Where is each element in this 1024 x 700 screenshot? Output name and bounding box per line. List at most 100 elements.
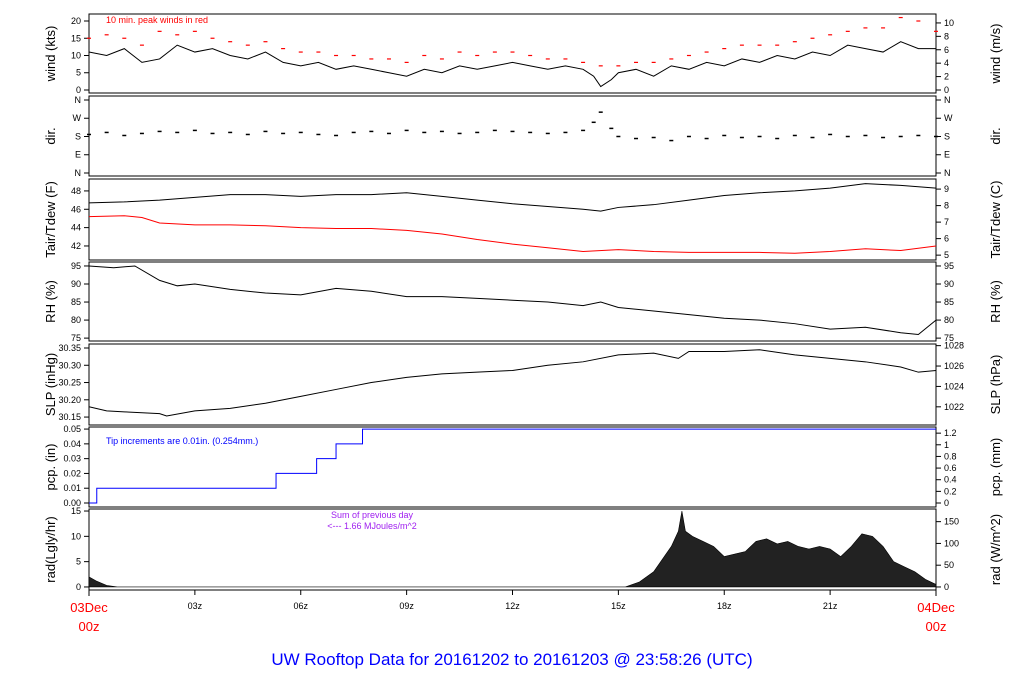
peak-winds-annotation: 10 min. peak winds in red: [106, 15, 208, 25]
wind-wind-line: [88, 41, 936, 88]
temp-right-tick-label: 8: [944, 201, 949, 211]
pcp-right-tick-label: 1: [944, 440, 949, 450]
dir-left-tick-label: N: [75, 95, 82, 105]
dir-left-axis-title: dir.: [43, 127, 58, 144]
temp-left-tick-label: 48: [71, 186, 81, 196]
radiation-sum-value: <--- 1.66 MJoules/m^2: [327, 521, 417, 531]
dir-panel-frame: [88, 95, 937, 177]
wind-left-tick-label: 10: [71, 51, 81, 61]
wind-left-tick-label: 20: [71, 16, 81, 26]
rh-right-tick-label: 90: [944, 279, 954, 289]
temp-left-axis-title: Tair/Tdew (F): [43, 181, 58, 258]
wind-right-tick-label: 8: [944, 31, 949, 41]
wind-left-tick-label: 15: [71, 33, 81, 43]
rad-left-tick-label: 0: [76, 582, 81, 592]
rad-left-tick-label: 5: [76, 557, 81, 567]
pcp-left-tick-label: 0.05: [63, 424, 81, 434]
rad-right-tick-label: 100: [944, 538, 959, 548]
rh-right-tick-label: 85: [944, 297, 954, 307]
x-tick-label: 03z: [188, 601, 203, 611]
rad-left-tick-label: 15: [71, 506, 81, 516]
rh-right-tick-label: 80: [944, 315, 954, 325]
wind-right-tick-label: 6: [944, 45, 949, 55]
rad-right-tick-label: 50: [944, 560, 954, 570]
pcp-right-tick-label: 0.2: [944, 486, 957, 496]
slp-right-tick-label: 1028: [944, 341, 964, 351]
tip-increment-annotation: Tip increments are 0.01in. (0.254mm.): [106, 436, 258, 446]
dir-left-tick-label: S: [75, 131, 81, 141]
x-end-date-label: 04Dec: [917, 600, 955, 615]
dir-right-tick-label: E: [944, 150, 950, 160]
pcp-left-tick-label: 0.02: [63, 468, 81, 478]
wind-left-axis-title: wind (kts): [43, 26, 58, 83]
slp-left-axis-title: SLP (inHg): [43, 353, 58, 416]
slp-right-tick-label: 1026: [944, 361, 964, 371]
slp-slp-line: [88, 349, 937, 417]
temp-panel-frame: [88, 178, 937, 261]
x-tick-label: 09z: [399, 601, 414, 611]
pcp-right-tick-label: 1.2: [944, 428, 957, 438]
rh-left-tick-label: 80: [71, 315, 81, 325]
rh-rh-line: [88, 265, 937, 336]
temp-tair-line: [88, 183, 937, 212]
pcp-right-tick-label: 0.8: [944, 451, 957, 461]
radiation-area: [88, 510, 937, 588]
rad-right-tick-label: 150: [944, 517, 959, 527]
slp-left-tick-label: 30.35: [58, 343, 81, 353]
dir-right-tick-label: S: [944, 131, 950, 141]
wind-right-tick-label: 2: [944, 72, 949, 82]
rh-right-axis-title: RH (%): [988, 280, 1003, 323]
dir-right-tick-label: N: [944, 168, 951, 178]
dir-left-tick-label: E: [75, 150, 81, 160]
pcp-right-tick-label: 0.4: [944, 475, 957, 485]
pcp-right-tick-label: 0.6: [944, 463, 957, 473]
x-end-time-label: 00z: [926, 619, 947, 634]
x-start-date-label: 03Dec: [70, 600, 108, 615]
rh-right-tick-label: 95: [944, 261, 954, 271]
wind-left-tick-label: 0: [76, 85, 81, 95]
radiation-sum-label: Sum of previous day: [331, 510, 414, 520]
dir-right-tick-label: N: [944, 95, 951, 105]
pcp-cumulative-precip-line: [89, 428, 936, 504]
temp-right-tick-label: 7: [944, 217, 949, 227]
slp-right-axis-title: SLP (hPa): [988, 355, 1003, 415]
temp-right-tick-label: 6: [944, 234, 949, 244]
slp-right-tick-label: 1024: [944, 381, 964, 391]
pcp-left-tick-label: 0.01: [63, 483, 81, 493]
wind-right-tick-label: 4: [944, 58, 949, 68]
rad-right-axis-title: rad (W/m^2): [988, 514, 1003, 585]
rh-left-tick-label: 90: [71, 279, 81, 289]
rad-right-tick-label: 0: [944, 582, 949, 592]
x-tick-label: 21z: [823, 601, 838, 611]
temp-right-tick-label: 5: [944, 250, 949, 260]
x-tick-label: 12z: [505, 601, 520, 611]
wind-right-axis-title: wind (m/s): [988, 24, 1003, 85]
wind-right-tick-label: 10: [944, 18, 954, 28]
pcp-right-axis-title: pcp. (mm): [988, 438, 1003, 497]
dir-left-tick-label: W: [73, 113, 82, 123]
temp-left-tick-label: 42: [71, 241, 81, 251]
slp-left-tick-label: 30.20: [58, 395, 81, 405]
wind-left-tick-label: 5: [76, 68, 81, 78]
pcp-left-tick-label: 0.03: [63, 454, 81, 464]
pcp-left-axis-title: pcp. (in): [43, 444, 58, 491]
rh-left-tick-label: 95: [71, 261, 81, 271]
dir-right-axis-title: dir.: [988, 127, 1003, 144]
rh-left-tick-label: 85: [71, 297, 81, 307]
chart-title: UW Rooftop Data for 20161202 to 20161203…: [271, 650, 753, 669]
rad-left-axis-title: rad(Lgly/hr): [43, 516, 58, 582]
pcp-right-tick-label: 0: [944, 498, 949, 508]
x-tick-label: 18z: [717, 601, 732, 611]
pcp-left-tick-label: 0.00: [63, 498, 81, 508]
x-tick-label: 15z: [611, 601, 626, 611]
rh-right-tick-label: 75: [944, 333, 954, 343]
temp-left-tick-label: 46: [71, 204, 81, 214]
x-start-time-label: 00z: [79, 619, 100, 634]
temp-left-tick-label: 44: [71, 223, 81, 233]
slp-left-tick-label: 30.30: [58, 360, 81, 370]
dir-left-tick-label: N: [75, 168, 82, 178]
slp-right-tick-label: 1022: [944, 402, 964, 412]
dir-right-tick-label: W: [944, 113, 953, 123]
slp-panel-frame: [88, 343, 937, 426]
